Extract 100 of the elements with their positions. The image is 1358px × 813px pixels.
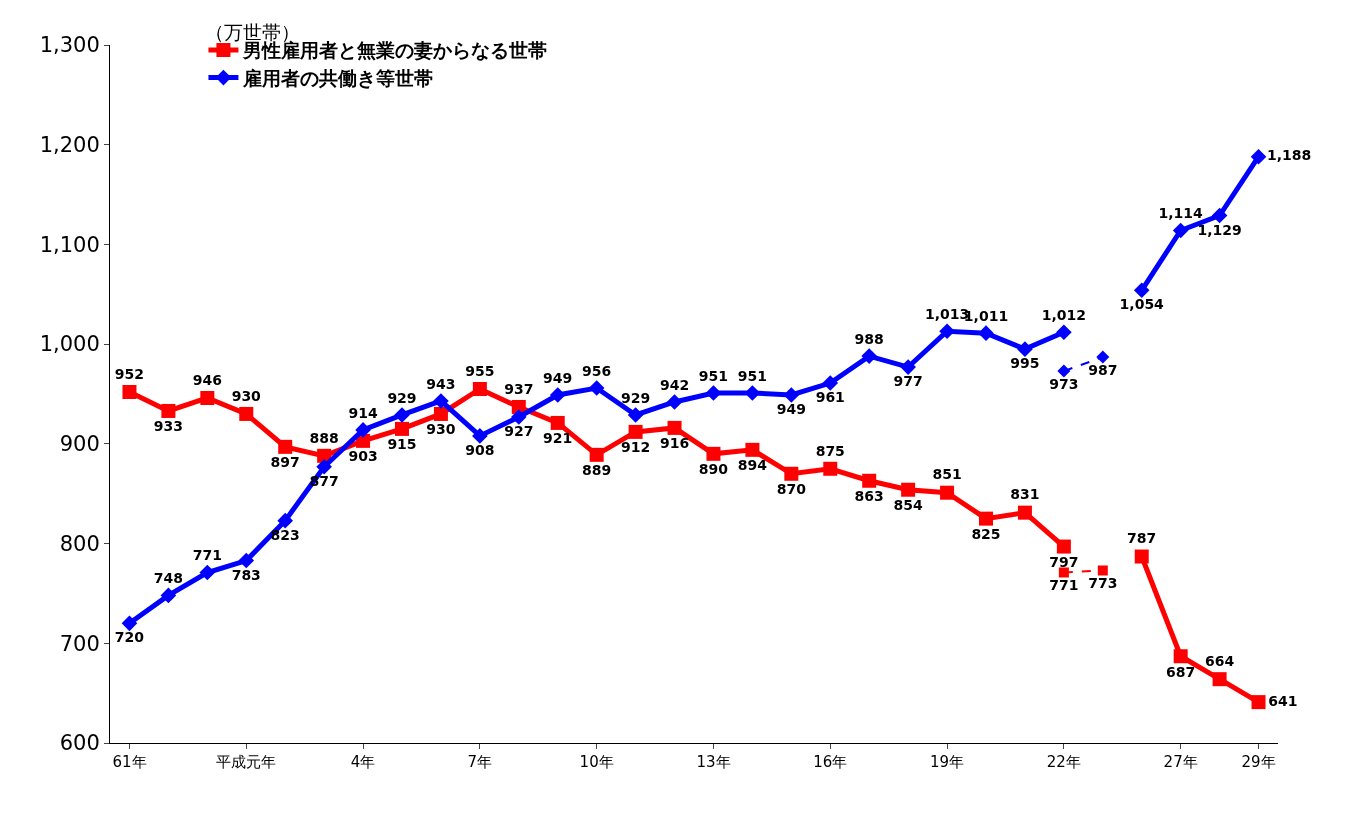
x-tick-label: 27年 [1163, 753, 1198, 771]
data-label: 897 [270, 454, 300, 471]
point [978, 325, 994, 341]
point [823, 461, 838, 476]
point [706, 446, 721, 461]
point [628, 424, 643, 439]
point [900, 359, 916, 375]
point [161, 403, 176, 418]
data-label: 933 [153, 418, 184, 435]
data-label: 1,114 [1158, 205, 1204, 222]
point [549, 387, 566, 403]
data-label: 987 [1088, 361, 1118, 378]
point [1017, 505, 1032, 520]
data-label: 870 [776, 481, 807, 498]
y-tick-label: 900 [59, 432, 100, 457]
point [550, 415, 565, 430]
point [822, 375, 839, 391]
point [1134, 549, 1149, 564]
data-label: 1,054 [1119, 296, 1165, 313]
data-label: 951 [737, 368, 768, 384]
point [666, 394, 683, 410]
data-label: 927 [504, 422, 534, 439]
point [1250, 148, 1267, 165]
point [199, 564, 216, 581]
data-label: 921 [543, 430, 573, 447]
data-label: 863 [854, 488, 884, 504]
data-label: 851 [932, 466, 962, 483]
data-label: 961 [815, 389, 845, 406]
point [862, 473, 877, 488]
data-label: 937 [504, 380, 534, 397]
point [1056, 539, 1071, 554]
point [861, 348, 877, 364]
point [667, 420, 682, 435]
y-tick-label: 700 [59, 631, 100, 656]
data-label: 988 [854, 331, 884, 348]
x-tick-label: 19年 [930, 753, 965, 771]
x-tick-label: 7年 [467, 753, 493, 771]
data-label: 946 [192, 371, 222, 388]
data-label: 783 [231, 566, 261, 583]
data-label: 641 [1268, 692, 1298, 709]
data-label: 889 [582, 462, 612, 479]
data-label: 1,129 [1197, 221, 1242, 238]
point [1096, 350, 1110, 364]
point [239, 406, 254, 421]
point [588, 380, 605, 396]
data-label: 787 [1127, 530, 1157, 547]
point [1058, 567, 1069, 578]
data-label: 687 [1166, 663, 1196, 680]
x-tick-label: 29年 [1241, 753, 1276, 771]
x-tick-label: 4年 [350, 753, 376, 771]
point [1212, 672, 1227, 687]
data-label: 888 [309, 429, 339, 446]
point [1172, 222, 1189, 239]
point [1251, 695, 1266, 710]
point [121, 615, 138, 632]
point [745, 442, 760, 457]
data-label: 854 [893, 496, 923, 513]
data-label: 942 [659, 376, 690, 393]
point [1097, 565, 1108, 576]
point [394, 407, 410, 423]
point [472, 428, 488, 444]
data-label: 908 [465, 441, 495, 458]
legend-label: 雇用者の共働き等世帯 [242, 67, 434, 89]
point [238, 552, 255, 569]
point [940, 485, 955, 500]
data-label: 977 [893, 373, 923, 390]
x-tick-label: 13年 [696, 753, 731, 771]
data-label: 903 [348, 448, 378, 465]
point [160, 587, 177, 604]
data-label: 890 [698, 461, 729, 478]
point [589, 447, 604, 462]
x-tick-label: 平成元年 [216, 753, 277, 771]
point [783, 387, 800, 403]
data-label: 930 [231, 387, 262, 404]
point [1057, 364, 1071, 378]
point [1017, 341, 1033, 357]
data-label: 664 [1204, 652, 1235, 669]
point [395, 421, 409, 436]
y-tick-label: 1,000 [39, 332, 100, 357]
x-tick-label: 10年 [579, 753, 614, 771]
data-label: 894 [737, 457, 768, 474]
point [627, 407, 644, 423]
data-label: 955 [465, 362, 495, 379]
x-tick-label: 22年 [1046, 753, 1081, 771]
point [1056, 324, 1072, 340]
data-label: 748 [153, 570, 184, 587]
y-tick-label: 1,300 [39, 33, 100, 58]
point [278, 439, 293, 454]
data-label: 973 [1049, 375, 1079, 392]
y-tick-label: 1,100 [39, 232, 100, 257]
data-label: 930 [426, 421, 456, 438]
data-label: 956 [582, 363, 612, 380]
data-label: 831 [1010, 486, 1040, 503]
data-label: 771 [1049, 577, 1079, 594]
point [901, 482, 916, 497]
data-label: 771 [192, 547, 222, 564]
point [1173, 649, 1188, 664]
data-label: 929 [620, 389, 651, 406]
point [277, 512, 293, 529]
point [472, 382, 487, 397]
